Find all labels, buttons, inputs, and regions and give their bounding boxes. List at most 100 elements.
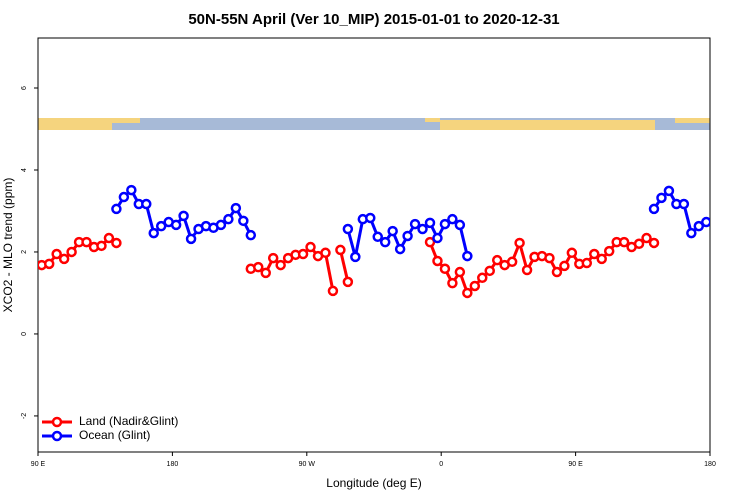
data-point xyxy=(417,223,428,235)
data-point xyxy=(589,248,600,260)
data-point xyxy=(178,210,189,222)
legend-marker xyxy=(51,416,63,428)
x-tick-label: 0 xyxy=(439,461,443,468)
data-point xyxy=(111,203,122,215)
data-point xyxy=(365,212,376,224)
data-point xyxy=(66,246,77,258)
data-point xyxy=(514,237,525,249)
data-point xyxy=(439,218,451,230)
data-point xyxy=(544,252,555,264)
data-point xyxy=(253,261,264,273)
data-point xyxy=(424,217,436,229)
data-point xyxy=(118,191,130,203)
data-point xyxy=(686,227,697,239)
data-point xyxy=(372,231,383,243)
data-point xyxy=(245,229,257,241)
legend-marker xyxy=(51,430,63,442)
data-point xyxy=(484,265,495,277)
x-tick-label: 90 E xyxy=(568,461,583,468)
data-point xyxy=(394,243,406,255)
data-point xyxy=(148,227,159,239)
data-point xyxy=(238,215,249,227)
data-point xyxy=(350,251,361,263)
data-point xyxy=(96,240,107,252)
data-point xyxy=(506,256,518,268)
x-tick-label: 90 W xyxy=(299,461,316,468)
data-point xyxy=(491,254,503,266)
data-point xyxy=(521,264,533,276)
data-point xyxy=(581,257,593,269)
data-point xyxy=(81,236,92,248)
data-point xyxy=(641,232,652,244)
data-point xyxy=(663,185,675,197)
data-point xyxy=(409,218,421,230)
data-point xyxy=(656,192,667,204)
data-point xyxy=(454,266,466,278)
data-point xyxy=(559,260,570,272)
legend-label: Ocean (Glint) xyxy=(79,428,150,442)
series-line xyxy=(338,249,350,283)
y-axis-label: XCO2 - MLO trend (ppm) xyxy=(1,178,15,313)
data-point xyxy=(447,213,458,225)
data-point xyxy=(566,247,578,259)
data-point xyxy=(402,230,413,242)
chart-title: 50N-55N April (Ver 10_MIP) 2015-01-01 to… xyxy=(188,11,559,28)
data-point xyxy=(701,216,710,228)
data-point xyxy=(678,198,690,210)
data-point xyxy=(462,287,473,299)
data-point xyxy=(439,263,451,275)
data-point xyxy=(618,236,630,248)
data-point xyxy=(275,259,286,271)
data-point xyxy=(126,184,137,196)
data-point xyxy=(141,198,152,210)
data-point xyxy=(596,253,607,265)
map-strip xyxy=(38,118,710,130)
data-point xyxy=(432,232,443,244)
data-point xyxy=(58,253,70,265)
data-point xyxy=(648,237,660,249)
data-point xyxy=(43,258,55,270)
data-point xyxy=(387,225,398,237)
data-point xyxy=(215,219,227,231)
legend-label: Land (Nadir&Glint) xyxy=(79,414,178,428)
data-point xyxy=(223,213,234,225)
data-point xyxy=(111,237,122,249)
data-point xyxy=(260,267,271,279)
data-point xyxy=(603,245,615,257)
data-point xyxy=(170,219,182,231)
data-point xyxy=(335,244,346,256)
data-point xyxy=(342,223,354,235)
data-point xyxy=(185,233,197,245)
data-point xyxy=(320,247,331,259)
plot-frame xyxy=(37,37,711,453)
data-point xyxy=(432,255,443,267)
data-point xyxy=(462,250,473,262)
data-point xyxy=(551,266,563,278)
data-point xyxy=(633,238,645,250)
y-tick-label: 0 xyxy=(21,332,28,336)
data-point xyxy=(342,276,354,288)
x-tick-label: 180 xyxy=(167,461,179,468)
plot-layer xyxy=(38,184,710,299)
data-point xyxy=(267,252,279,264)
y-tick-label: -2 xyxy=(21,413,28,419)
data-point xyxy=(327,285,339,297)
data-point xyxy=(51,248,62,260)
data-point xyxy=(379,236,391,248)
x-tick-label: 90 E xyxy=(31,461,46,468)
data-point xyxy=(693,220,705,232)
y-tick-label: 6 xyxy=(21,86,28,90)
data-point xyxy=(447,277,458,289)
y-tick-label: 2 xyxy=(21,250,28,254)
x-axis-label: Longitude (deg E) xyxy=(326,476,421,490)
data-point xyxy=(454,219,466,231)
data-point xyxy=(103,232,115,244)
x-tick-label: 180 xyxy=(704,461,716,468)
data-point xyxy=(305,241,316,253)
data-point xyxy=(648,203,660,215)
data-point xyxy=(477,272,488,284)
data-point xyxy=(297,248,309,260)
data-point xyxy=(469,280,481,292)
y-tick-label: 4 xyxy=(21,168,28,172)
